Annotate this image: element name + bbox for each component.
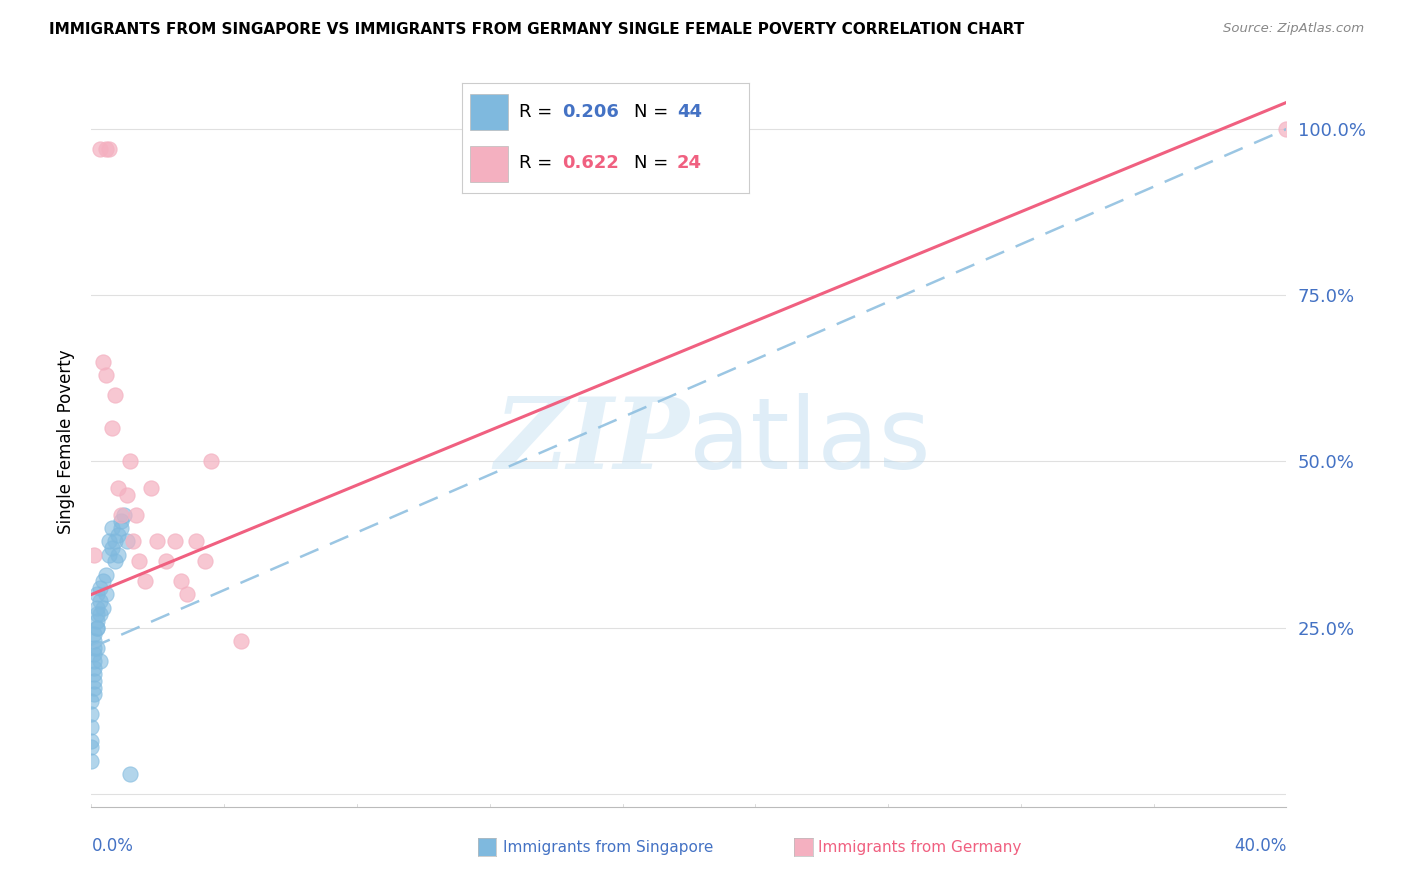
Point [110, 508, 132, 522]
Point [194, 554, 217, 568]
Point [104, 534, 127, 549]
Point [83, 648, 105, 662]
Point [120, 767, 142, 781]
Text: ZIP: ZIP [494, 393, 689, 490]
Point [83, 634, 105, 648]
Point [96, 567, 118, 582]
Point [80, 694, 103, 708]
Point [86, 621, 108, 635]
Text: 40.0%: 40.0% [1234, 837, 1286, 855]
Point [86, 587, 108, 601]
Point [83, 681, 105, 695]
Point [155, 554, 177, 568]
Point [229, 634, 252, 648]
Point [107, 548, 129, 562]
Point [146, 534, 169, 549]
Point [86, 614, 108, 628]
Point [115, 534, 138, 549]
Point [125, 508, 148, 522]
Y-axis label: Single Female Poverty: Single Female Poverty [56, 350, 75, 533]
Point [104, 388, 127, 402]
Point [184, 534, 207, 549]
Point [80, 707, 103, 722]
Point [98, 548, 121, 562]
Point [93, 355, 115, 369]
Text: IMMIGRANTS FROM SINGAPORE VS IMMIGRANTS FROM GERMANY SINGLE FEMALE POVERTY CORRE: IMMIGRANTS FROM SINGAPORE VS IMMIGRANTS … [49, 22, 1025, 37]
Point [96, 587, 118, 601]
Point [80, 721, 103, 735]
Point [110, 521, 132, 535]
Point [101, 421, 124, 435]
Point [96, 142, 118, 156]
Point [107, 481, 129, 495]
Point [86, 607, 108, 622]
Point [93, 600, 115, 615]
Point [83, 687, 105, 701]
Point [112, 508, 135, 522]
Point [89, 581, 111, 595]
Point [163, 534, 186, 549]
Text: atlas: atlas [689, 393, 931, 490]
Point [98, 534, 121, 549]
Point [170, 574, 193, 589]
Point [134, 574, 156, 589]
Point [80, 740, 103, 755]
Point [1275, 122, 1298, 136]
Point [89, 654, 111, 668]
Point [83, 548, 105, 562]
Point [80, 754, 103, 768]
Point [93, 574, 115, 589]
Point [86, 600, 108, 615]
Point [110, 514, 132, 528]
Text: Immigrants from Singapore: Immigrants from Singapore [503, 840, 714, 855]
Point [80, 733, 103, 747]
Text: 0.0%: 0.0% [91, 837, 134, 855]
Point [98, 142, 121, 156]
Point [176, 587, 198, 601]
Text: Source: ZipAtlas.com: Source: ZipAtlas.com [1223, 22, 1364, 36]
Point [104, 554, 127, 568]
Point [86, 621, 108, 635]
Point [83, 673, 105, 688]
Point [86, 640, 108, 655]
Point [141, 481, 163, 495]
Point [101, 541, 124, 555]
Point [200, 454, 222, 468]
Point [120, 454, 142, 468]
Point [96, 368, 118, 382]
Point [83, 627, 105, 641]
Point [122, 534, 145, 549]
Point [83, 640, 105, 655]
Point [83, 660, 105, 674]
Point [83, 654, 105, 668]
Point [107, 527, 129, 541]
Text: Immigrants from Germany: Immigrants from Germany [818, 840, 1022, 855]
Point [83, 667, 105, 681]
Point [101, 521, 124, 535]
Point [89, 594, 111, 608]
Point [89, 607, 111, 622]
Point [128, 554, 150, 568]
Point [89, 142, 111, 156]
Point [115, 488, 138, 502]
